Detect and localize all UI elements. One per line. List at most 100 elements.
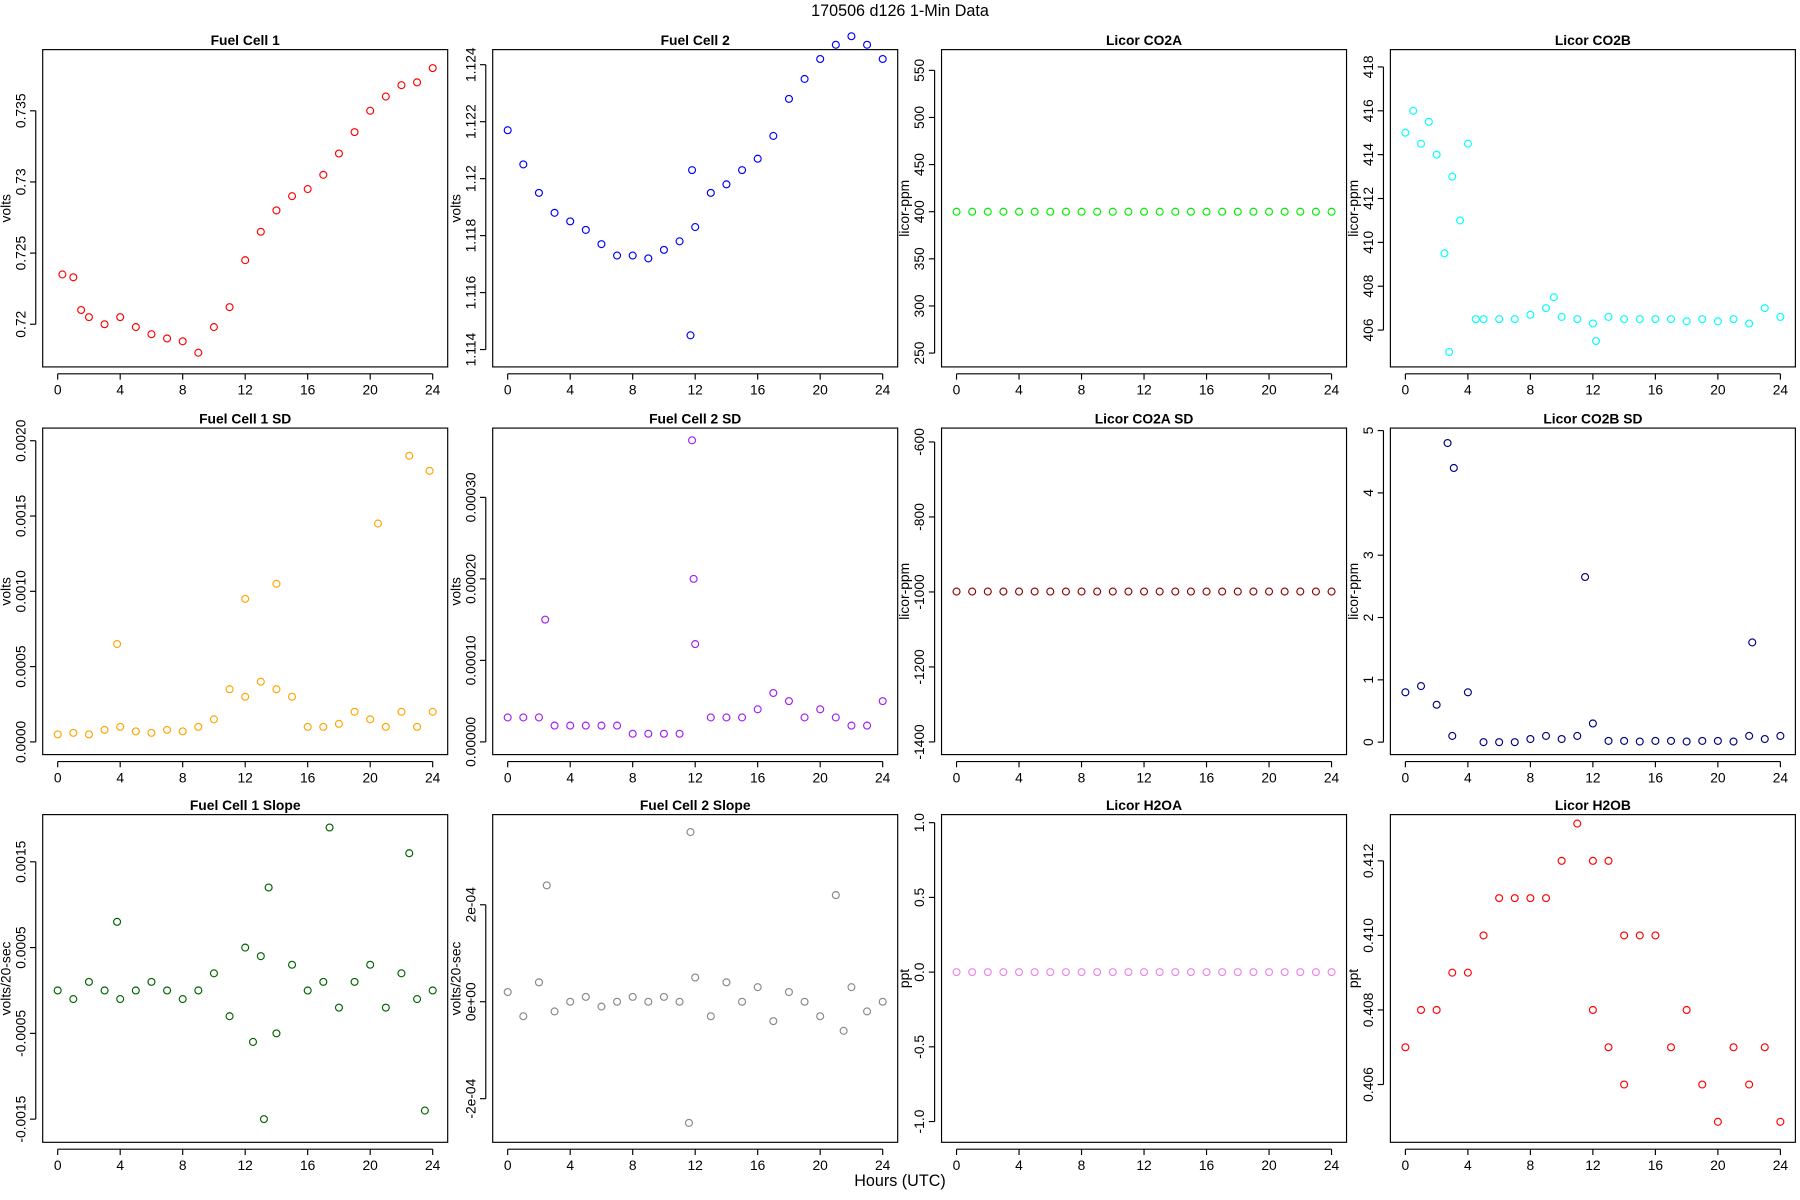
data-point (1682, 737, 1691, 746)
data-point (100, 725, 109, 734)
y-tick-label: 300 (911, 294, 927, 317)
data-point (831, 891, 840, 900)
data-point (738, 166, 747, 175)
x-tick-label: 12 (1136, 769, 1151, 785)
data-point (999, 587, 1008, 596)
y-axis-label: licor-ppm (1345, 180, 1361, 237)
data-point (659, 992, 668, 1001)
data-point (1456, 216, 1465, 225)
data-point (1108, 968, 1117, 977)
data-point (1416, 1005, 1426, 1015)
data-point (542, 881, 551, 890)
data-point (688, 166, 697, 175)
x-tick-label: 16 (1648, 382, 1664, 398)
data-point (1620, 736, 1629, 745)
data-point (77, 305, 86, 315)
data-point (178, 727, 187, 736)
data-point (1541, 894, 1551, 903)
data-point (689, 574, 698, 583)
y-tick-label: 0.735 (12, 93, 28, 128)
data-point (1108, 587, 1117, 596)
data-point (1495, 738, 1504, 747)
data-point (816, 54, 825, 64)
data-point (581, 225, 590, 234)
data-point (1155, 968, 1164, 977)
data-point (413, 722, 422, 731)
y-axis-label: volts (0, 577, 13, 606)
y-tick-label: -0.0015 (12, 1095, 28, 1142)
data-point (131, 727, 140, 736)
data-point (675, 729, 684, 738)
data-point (1463, 688, 1472, 697)
data-point (613, 251, 622, 260)
plot-frame (1389, 49, 1796, 368)
x-tick-label: 16 (1199, 1157, 1215, 1173)
data-point (691, 640, 700, 649)
data-point (288, 692, 297, 701)
x-tick-label: 20 (362, 1157, 378, 1173)
y-tick-label: 0.00010 (462, 635, 478, 685)
x-tick-label: 16 (750, 382, 766, 398)
data-point (1218, 968, 1227, 977)
data-point (1186, 207, 1195, 216)
data-point (831, 713, 840, 722)
data-point (1015, 968, 1024, 977)
data-point (131, 323, 140, 332)
data-point (1077, 207, 1086, 216)
x-tick-label: 16 (300, 382, 316, 398)
y-tick-label: 1.114 (462, 332, 478, 366)
data-point (1265, 207, 1274, 216)
data-point (800, 74, 809, 83)
x-tick-label: 20 (812, 769, 828, 785)
data-point (1682, 317, 1691, 326)
x-tick-label: 12 (237, 382, 252, 398)
x-tick-label: 20 (1710, 769, 1726, 785)
data-point (1479, 738, 1488, 747)
data-point (847, 983, 856, 992)
plot-frame (42, 814, 449, 1143)
data-point (1573, 819, 1582, 828)
data-point (1030, 968, 1039, 977)
data-point (194, 986, 203, 995)
data-point (597, 240, 606, 249)
x-tick-label: 0 (953, 1157, 961, 1173)
data-point (381, 1003, 390, 1012)
y-tick-label: 0.406 (1360, 1067, 1376, 1102)
data-point (1635, 737, 1644, 746)
data-point (84, 313, 93, 322)
data-point (1557, 734, 1566, 744)
panel-title: Licor CO2A SD (1095, 410, 1194, 426)
data-point (1588, 319, 1597, 328)
y-tick-label: 1.122 (462, 104, 478, 139)
data-point (194, 722, 203, 731)
y-tick-label: 500 (911, 106, 927, 129)
data-point (503, 713, 512, 722)
data-point (1463, 139, 1472, 148)
data-point (1327, 207, 1336, 216)
data-point (550, 208, 559, 217)
data-point (753, 705, 762, 714)
data-point (1604, 856, 1613, 865)
data-point (722, 713, 731, 722)
data-point (1108, 207, 1117, 216)
x-tick-label: 4 (116, 1157, 124, 1173)
x-tick-label: 20 (1261, 382, 1277, 398)
data-point (1495, 315, 1504, 324)
data-point (597, 721, 606, 730)
data-point (1549, 293, 1558, 302)
x-tick-label: 4 (566, 382, 574, 398)
data-point (1760, 1043, 1769, 1052)
data-point (428, 64, 437, 73)
data-point (541, 615, 550, 624)
data-point (1233, 207, 1242, 216)
data-point (428, 707, 437, 716)
panel-title: Fuel Cell 1 (211, 32, 280, 48)
data-point (100, 986, 109, 995)
x-tick-label: 0 (54, 1157, 62, 1173)
data-point (706, 1012, 715, 1021)
data-point (1581, 572, 1590, 582)
y-tick-label: -1.0 (911, 1109, 927, 1133)
data-point (1620, 931, 1629, 940)
data-point (1061, 968, 1070, 977)
data-point (684, 1118, 693, 1127)
